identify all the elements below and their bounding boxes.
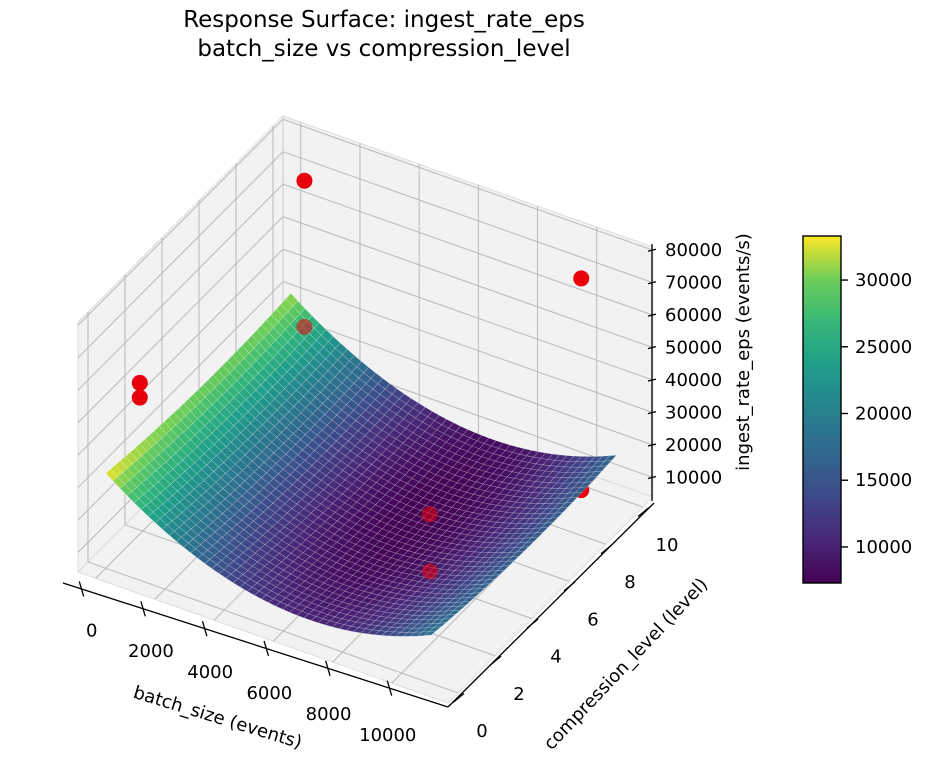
scatter-point (573, 270, 590, 287)
z-tick (647, 378, 657, 382)
z-tick-label: 70000 (665, 273, 722, 294)
z-tick (647, 281, 657, 285)
x-tick (263, 640, 270, 657)
z-tick (647, 475, 657, 480)
x-tick (325, 660, 331, 676)
y-tick (489, 655, 502, 666)
y-tick-label: 4 (550, 647, 561, 668)
colorbar: 10000 15000 20000 25000 30000 (802, 235, 912, 584)
colorbar-tick-label: 25000 (855, 337, 912, 358)
z-tick (647, 443, 657, 447)
y-tick (452, 692, 465, 703)
scatter-point (296, 318, 313, 335)
y-tick-label: 10 (656, 535, 679, 556)
z-tick-label: 20000 (665, 435, 722, 456)
y-tick-label: 0 (476, 721, 487, 742)
colorbar-gradient (802, 235, 842, 584)
x-tick (140, 601, 146, 617)
z-tick (647, 248, 657, 252)
y-tick (563, 581, 576, 592)
x-tick-label: 0 (86, 620, 97, 641)
x-tick-label: 6000 (246, 683, 292, 704)
y-tick-label: 2 (513, 684, 524, 705)
scatter-points (131, 172, 590, 580)
x-tick (386, 680, 393, 696)
y-tick-label: 6 (587, 609, 598, 630)
scatter-point (131, 389, 148, 406)
scatter-point (421, 506, 438, 523)
z-tick (647, 313, 657, 317)
colorbar-tick-label: 20000 (855, 404, 912, 425)
z-axis-label: ingest_rate_eps (events/s) (733, 233, 754, 471)
chart-title-line1: Response Surface: ingest_rate_eps (183, 7, 585, 33)
colorbar-tick-label: 30000 (855, 270, 912, 291)
chart-title-line2: batch_size vs compression_level (197, 36, 571, 62)
scatter-point (296, 172, 313, 189)
chart-title: Response Surface: ingest_rate_eps batch_… (183, 6, 585, 64)
z-tick-label: 40000 (665, 370, 722, 391)
x-tick-label: 10000 (359, 725, 416, 746)
y-axis-label: compression_level (level) (540, 574, 713, 754)
z-tick-label: 50000 (665, 338, 722, 359)
y-tick-label: 8 (624, 572, 635, 593)
z-tick-label: 30000 (665, 403, 722, 424)
x-axis-spine (62, 582, 449, 708)
x-tick (201, 620, 208, 637)
z-tick (647, 410, 657, 415)
z-tick-label: 10000 (665, 468, 722, 489)
scatter-point (421, 563, 438, 580)
z-tick (647, 346, 657, 350)
y-axis-spine (447, 502, 655, 708)
y-tick (637, 507, 650, 518)
scatter-point (131, 374, 148, 391)
y-tick (526, 618, 539, 629)
x-tick-label: 2000 (128, 641, 174, 662)
colorbar-tick-label: 15000 (855, 470, 912, 491)
z-tick-label: 80000 (665, 240, 722, 261)
y-tick (600, 544, 613, 555)
x-tick-label: 4000 (187, 662, 233, 683)
x-tick-label: 8000 (306, 704, 352, 725)
x-tick (78, 581, 85, 597)
colorbar-tick-label: 10000 (855, 537, 912, 558)
z-tick-label: 60000 (665, 305, 722, 326)
